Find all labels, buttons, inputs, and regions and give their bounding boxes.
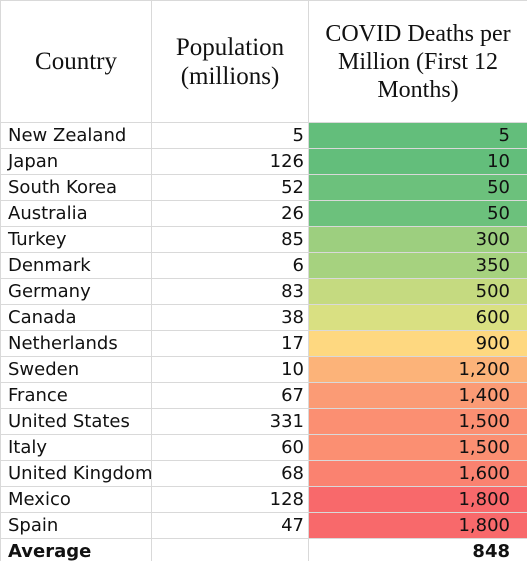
average-label-cell[interactable]: Average <box>0 538 152 561</box>
header-deaths[interactable]: COVID Deaths per Million (First 12 Month… <box>308 0 527 123</box>
deaths-cell[interactable]: 50 <box>308 200 527 227</box>
population-cell[interactable]: 331 <box>151 408 309 435</box>
country-cell[interactable]: Japan <box>0 148 152 175</box>
deaths-cell[interactable]: 1,600 <box>308 460 527 487</box>
deaths-cell[interactable]: 10 <box>308 148 527 175</box>
average-population-cell[interactable] <box>151 538 309 561</box>
population-cell[interactable]: 83 <box>151 278 309 305</box>
country-cell[interactable]: New Zealand <box>0 122 152 149</box>
deaths-cell[interactable]: 350 <box>308 252 527 279</box>
deaths-cell[interactable]: 1,500 <box>308 434 527 461</box>
population-cell[interactable]: 38 <box>151 304 309 331</box>
table-row: Netherlands 17 900 <box>0 330 527 357</box>
country-cell[interactable]: Sweden <box>0 356 152 383</box>
population-cell[interactable]: 26 <box>151 200 309 227</box>
table-row: Mexico 128 1,800 <box>0 486 527 513</box>
deaths-cell[interactable]: 900 <box>308 330 527 357</box>
country-cell[interactable]: United Kingdom <box>0 460 152 487</box>
country-cell[interactable]: Spain <box>0 512 152 539</box>
table-row: Japan 126 10 <box>0 148 527 175</box>
population-cell[interactable]: 67 <box>151 382 309 409</box>
header-population[interactable]: Population (millions) <box>151 0 309 123</box>
header-row: Country Population (millions) COVID Deat… <box>0 0 527 123</box>
table-row: Denmark 6 350 <box>0 252 527 279</box>
country-cell[interactable]: Turkey <box>0 226 152 253</box>
table-row: South Korea 52 50 <box>0 174 527 201</box>
population-cell[interactable]: 6 <box>151 252 309 279</box>
average-row: Average 848 <box>0 538 527 561</box>
table-row: Canada 38 600 <box>0 304 527 331</box>
country-cell[interactable]: Italy <box>0 434 152 461</box>
country-cell[interactable]: South Korea <box>0 174 152 201</box>
header-country[interactable]: Country <box>0 0 152 123</box>
country-cell[interactable]: France <box>0 382 152 409</box>
table-row: Spain 47 1,800 <box>0 512 527 539</box>
table-row: New Zealand 5 5 <box>0 122 527 149</box>
country-cell[interactable]: United States <box>0 408 152 435</box>
country-cell[interactable]: Germany <box>0 278 152 305</box>
deaths-cell[interactable]: 1,500 <box>308 408 527 435</box>
average-deaths-cell[interactable]: 848 <box>308 538 527 561</box>
country-cell[interactable]: Netherlands <box>0 330 152 357</box>
table-body: New Zealand 5 5 Japan 126 10 South Korea… <box>0 122 527 561</box>
population-cell[interactable]: 128 <box>151 486 309 513</box>
population-cell[interactable]: 17 <box>151 330 309 357</box>
population-cell[interactable]: 85 <box>151 226 309 253</box>
table-row: Turkey 85 300 <box>0 226 527 253</box>
deaths-cell[interactable]: 1,200 <box>308 356 527 383</box>
table-row: Germany 83 500 <box>0 278 527 305</box>
population-cell[interactable]: 10 <box>151 356 309 383</box>
population-cell[interactable]: 68 <box>151 460 309 487</box>
table-row: Italy 60 1,500 <box>0 434 527 461</box>
table-row: United Kingdom 68 1,600 <box>0 460 527 487</box>
table-row: France 67 1,400 <box>0 382 527 409</box>
table-row: United States 331 1,500 <box>0 408 527 435</box>
deaths-cell[interactable]: 600 <box>308 304 527 331</box>
population-cell[interactable]: 60 <box>151 434 309 461</box>
deaths-cell[interactable]: 50 <box>308 174 527 201</box>
country-cell[interactable]: Denmark <box>0 252 152 279</box>
table-row: Australia 26 50 <box>0 200 527 227</box>
country-cell[interactable]: Canada <box>0 304 152 331</box>
population-cell[interactable]: 126 <box>151 148 309 175</box>
deaths-cell[interactable]: 1,400 <box>308 382 527 409</box>
table-row: Sweden 10 1,200 <box>0 356 527 383</box>
deaths-cell[interactable]: 300 <box>308 226 527 253</box>
deaths-cell[interactable]: 5 <box>308 122 527 149</box>
country-cell[interactable]: Mexico <box>0 486 152 513</box>
country-cell[interactable]: Australia <box>0 200 152 227</box>
population-cell[interactable]: 47 <box>151 512 309 539</box>
deaths-cell[interactable]: 1,800 <box>308 512 527 539</box>
population-cell[interactable]: 5 <box>151 122 309 149</box>
population-cell[interactable]: 52 <box>151 174 309 201</box>
deaths-cell[interactable]: 500 <box>308 278 527 305</box>
deaths-cell[interactable]: 1,800 <box>308 486 527 513</box>
